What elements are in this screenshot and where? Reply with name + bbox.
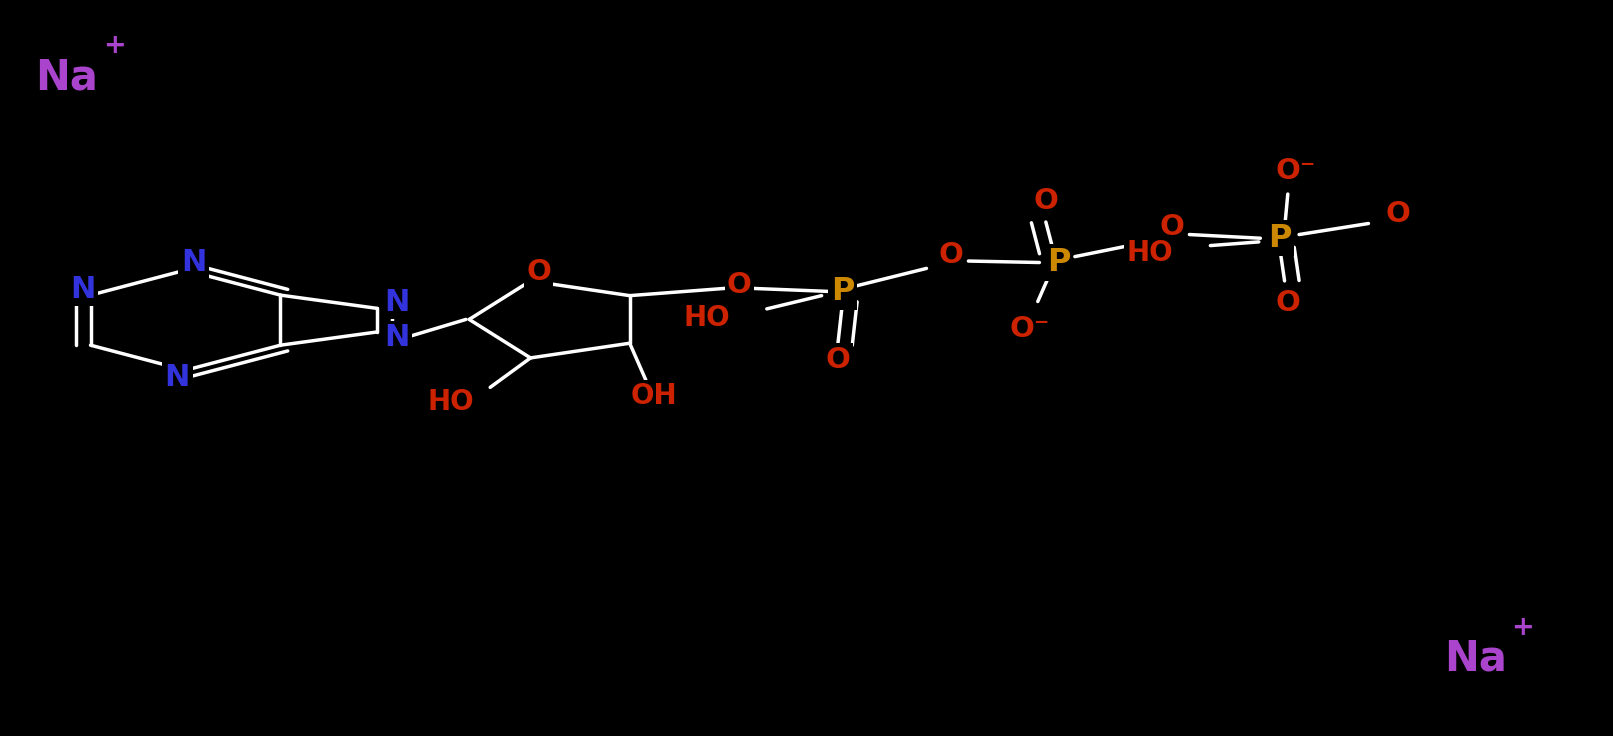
Text: O: O: [1276, 289, 1300, 317]
Text: +: +: [1511, 615, 1534, 641]
Text: OH: OH: [631, 382, 677, 410]
Text: O⁻: O⁻: [1276, 157, 1316, 185]
Text: O: O: [526, 258, 552, 286]
Text: O: O: [727, 271, 752, 299]
Text: O: O: [1034, 188, 1058, 216]
Text: N: N: [69, 275, 95, 304]
Text: P: P: [831, 277, 855, 308]
Text: O: O: [1160, 213, 1184, 241]
Text: O: O: [826, 346, 850, 374]
Text: Na: Na: [35, 56, 98, 99]
Text: HO: HO: [682, 305, 729, 333]
Text: N: N: [384, 323, 410, 353]
Text: O: O: [939, 241, 963, 269]
Text: N: N: [165, 363, 190, 392]
Text: +: +: [103, 33, 126, 60]
Text: N: N: [181, 248, 206, 277]
Text: P: P: [1047, 247, 1071, 278]
Text: P: P: [1268, 223, 1292, 254]
Text: Na: Na: [1444, 637, 1507, 680]
Text: HO: HO: [1126, 239, 1173, 267]
Text: HO: HO: [427, 388, 474, 416]
Text: O: O: [1386, 200, 1410, 228]
Text: O⁻: O⁻: [1010, 315, 1050, 343]
Text: N: N: [384, 288, 410, 317]
